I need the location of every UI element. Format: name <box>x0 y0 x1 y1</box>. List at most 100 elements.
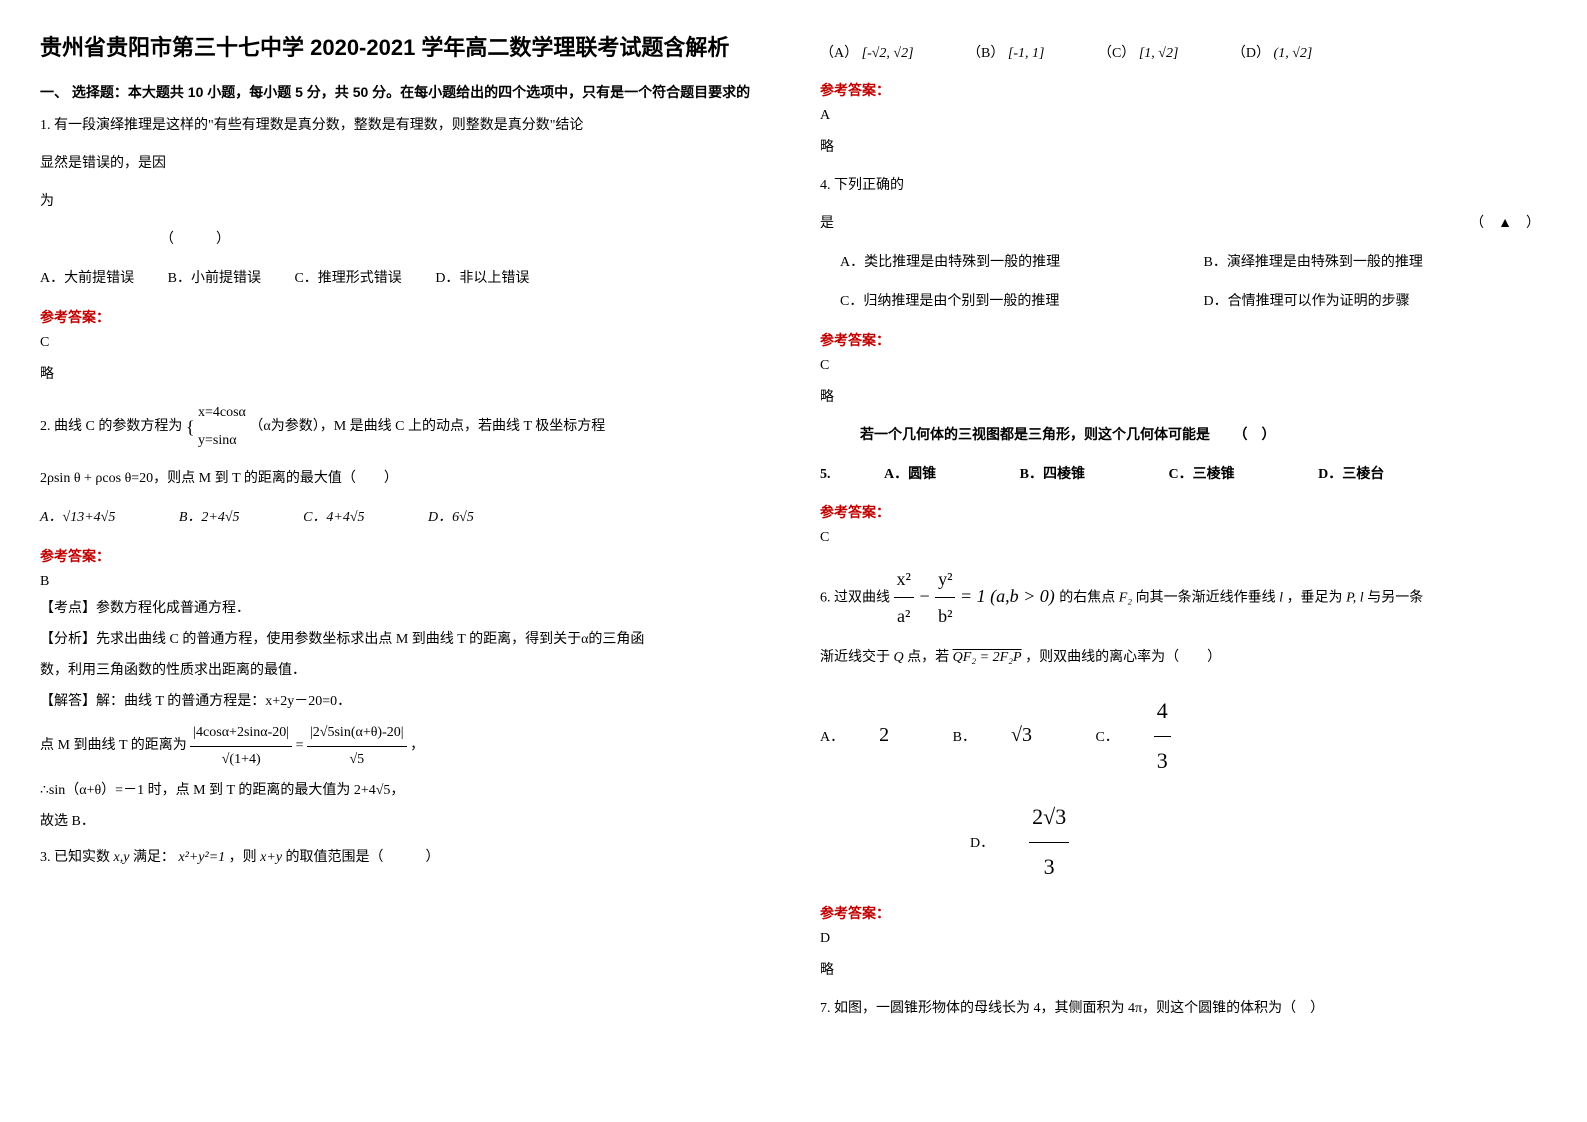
q5-optA: A．圆锥 <box>864 467 936 482</box>
q3-optA: [-√2, √2] <box>862 46 914 61</box>
q4-options-row2: C．归纳推理是由个别到一般的推理 D．合情推理可以作为证明的步骤 <box>820 287 1540 318</box>
q3-stem-pre: 3. 已知实数 <box>40 850 110 865</box>
q2-answer-label: 参考答案： <box>40 546 760 566</box>
q2-jieda4: 故选 B． <box>40 809 760 834</box>
q1-answer: C <box>40 335 760 351</box>
q4-answer: C <box>820 358 1540 374</box>
q1-optC: C．推理形式错误 <box>294 271 401 286</box>
q6-optB-pre: B． <box>953 730 976 745</box>
q3-optD-wrap: （D） (1, √2] <box>1232 40 1312 68</box>
q6-stem-l1: 6. 过双曲线 x²a² − y²b² = 1 (a,b > 0) 的右焦点 F… <box>820 561 1540 634</box>
q5-optD: D．三棱台 <box>1268 467 1384 482</box>
q2-jieda2-pre: 点 M 到曲线 T 的距离为 <box>40 738 187 753</box>
q2-answer: B <box>40 574 760 590</box>
q3-xy: x,y <box>114 850 130 865</box>
q6-optB-wrap: B． √3 <box>953 713 1062 757</box>
q4-optA: A．类比推理是由特殊到一般的推理 <box>840 248 1170 279</box>
q5-optC: C．三棱锥 <box>1118 467 1234 482</box>
q3-stem: 3. 已知实数 x,y 满足： x²+y²=1 ，则 x+y 的取值范围是（ ） <box>40 844 760 872</box>
q2-stem-after: （α为参数），M 是曲线 C 上的动点，若曲线 T 极坐标方程 <box>249 419 605 434</box>
q6-answer-label: 参考答案： <box>820 903 1540 923</box>
q1-optA: A．大前提错误 <box>40 271 134 286</box>
q2-eq: = <box>296 738 304 753</box>
q2-stem-prefix: 2. 曲线 C 的参数方程为 <box>40 419 182 434</box>
q2-fenxi2: 数，利用三角函数的性质求出距离的最值． <box>40 658 760 683</box>
q2-frac2: |2√5sin(α+θ)-20| √5 <box>307 720 407 771</box>
q6-l2-end: ，则双曲线的离心率为（ ） <box>1025 650 1221 665</box>
q3-answer-label: 参考答案： <box>820 80 1540 100</box>
left-column: 贵州省贵阳市第三十七中学 2020-2021 学年高二数学理联考试题含解析 一、… <box>40 30 760 1033</box>
q4-answer-label: 参考答案： <box>820 330 1540 350</box>
q5-num: 5. <box>820 467 831 482</box>
q6-optC-den: 3 <box>1154 737 1171 785</box>
q2-frac2-den: √5 <box>307 747 407 772</box>
q3-optC-pre: （C） <box>1098 46 1135 61</box>
q6-stem-mid2: 向其一条渐近线作垂线 <box>1136 591 1276 606</box>
q3-optB: [-1, 1] <box>1008 46 1045 61</box>
q2-frac1: |4cosα+2sinα-20| √(1+4) <box>190 720 292 771</box>
q6-optD-den: 3 <box>1029 843 1069 891</box>
q3-options: （A） [-√2, √2] （B） [-1, 1] （C） [1, √2] （D… <box>820 40 1540 68</box>
q6-l2-pre: 渐近线交于 <box>820 650 890 665</box>
q2-param-y: y=sinα <box>198 427 246 455</box>
q6-optC-wrap: C． 4 3 <box>1095 687 1230 785</box>
q6-P: P, l <box>1346 591 1364 606</box>
q4-note: 略 <box>820 384 1540 412</box>
q7-stem: 7. 如图，一圆锥形物体的母线长为 4，其侧面积为 4π，则这个圆锥的体积为（ … <box>820 995 1540 1023</box>
q3-note: 略 <box>820 134 1540 162</box>
q2-stem: 2. 曲线 C 的参数方程为 { x=4cosα y=sinα （α为参数），M… <box>40 399 760 455</box>
q3-optB-pre: （B） <box>967 46 1004 61</box>
q1-stem-line1: 1. 有一段演绎推理是这样的"有些有理数是真分数，整数是有理数，则整数是真分数"… <box>40 112 760 140</box>
q1-stem-line3: 为 <box>40 188 760 216</box>
q6-stem-mid4: 与另一条 <box>1367 591 1423 606</box>
q3-optC: [1, √2] <box>1139 46 1179 61</box>
q2-param-x: x=4cosα <box>198 399 246 427</box>
q5-optB: B．四棱锥 <box>970 467 1085 482</box>
q2-fenxi: 【分析】先求出曲线 C 的普通方程，使用参数坐标求出点 M 到曲线 T 的距离，… <box>40 627 760 652</box>
q6-optA-pre: A． <box>820 730 844 745</box>
q6-F2: F₂ <box>1119 591 1132 606</box>
q3-optA-pre: （A） <box>820 46 858 61</box>
q2-jieda3: ∴sin（α+θ）=－1 时，点 M 到 T 的距离的最大值为 2+4√5， <box>40 778 760 803</box>
q6-note: 略 <box>820 957 1540 985</box>
q5-stem: 若一个几何体的三视图都是三角形，则这个几何体可能是 <box>820 428 1210 443</box>
q2-kaodian: 【考点】参数方程化成普通方程． <box>40 596 760 621</box>
q6-answer: D <box>820 931 1540 947</box>
q1-answer-label: 参考答案： <box>40 307 760 327</box>
q3-stem-mid2: ，则 <box>229 850 257 865</box>
q3-optD: (1, √2] <box>1274 46 1313 61</box>
q4-optB: B．演绎推理是由特殊到一般的推理 <box>1204 255 1423 270</box>
q6-stem-mid3: ，垂足为 <box>1287 591 1343 606</box>
q6-optD-wrap: D． 2√3 3 <box>970 793 1129 891</box>
q5-options: 5. A．圆锥 B．四棱锥 C．三棱锥 D．三棱台 <box>820 460 1540 491</box>
q6-stem-l2: 渐近线交于 Q 点，若 QF₂ = 2F₂P ，则双曲线的离心率为（ ） <box>820 644 1540 672</box>
q4-stem-l2: 是 <box>820 210 834 238</box>
q6-optA-wrap: A． 2 <box>820 713 919 757</box>
q2-optA: A．√13+4√5 <box>40 510 115 525</box>
q1-options: A．大前提错误 B．小前提错误 C．推理形式错误 D．非以上错误 <box>40 264 760 295</box>
q5-paren: （ ） <box>1214 428 1276 443</box>
q6-optB: √3 <box>1011 724 1032 746</box>
q3-optA-wrap: （A） [-√2, √2] <box>820 40 914 68</box>
q6-optC-pre: C． <box>1095 730 1118 745</box>
q3-stem-mid1: 满足： <box>133 850 175 865</box>
q6-Q: Q <box>894 650 904 665</box>
q1-optB: B．小前提错误 <box>168 271 261 286</box>
q3-optB-wrap: （B） [-1, 1] <box>967 40 1044 68</box>
q2-options: A．√13+4√5 B．2+4√5 C．4+4√5 D．6√5 <box>40 503 760 534</box>
q2-stem-line2: 2ρsin θ + ρcos θ=20，则点 M 到 T 的距离的最大值（ ） <box>40 465 760 493</box>
q4-optC: C．归纳推理是由个别到一般的推理 <box>840 287 1170 318</box>
q3-optD-pre: （D） <box>1232 46 1270 61</box>
q2-optD: D．6√5 <box>428 510 474 525</box>
q4-paren-right: （ ▲ ） <box>1470 210 1540 238</box>
q2-comma: ， <box>410 738 424 753</box>
q6-options-row1: A． 2 B． √3 C． 4 3 <box>820 687 1540 785</box>
q1-optD: D．非以上错误 <box>435 271 529 286</box>
q6-options-row2: D． 2√3 3 <box>820 793 1540 891</box>
q6-optA: 2 <box>879 724 889 746</box>
q3-optC-wrap: （C） [1, √2] <box>1098 40 1178 68</box>
q2-frac1-den: √(1+4) <box>190 747 292 772</box>
q6-optC-num: 4 <box>1154 687 1171 736</box>
q1-paren: （ ） <box>40 226 760 254</box>
q3-eq: x²+y²=1 <box>178 850 225 865</box>
